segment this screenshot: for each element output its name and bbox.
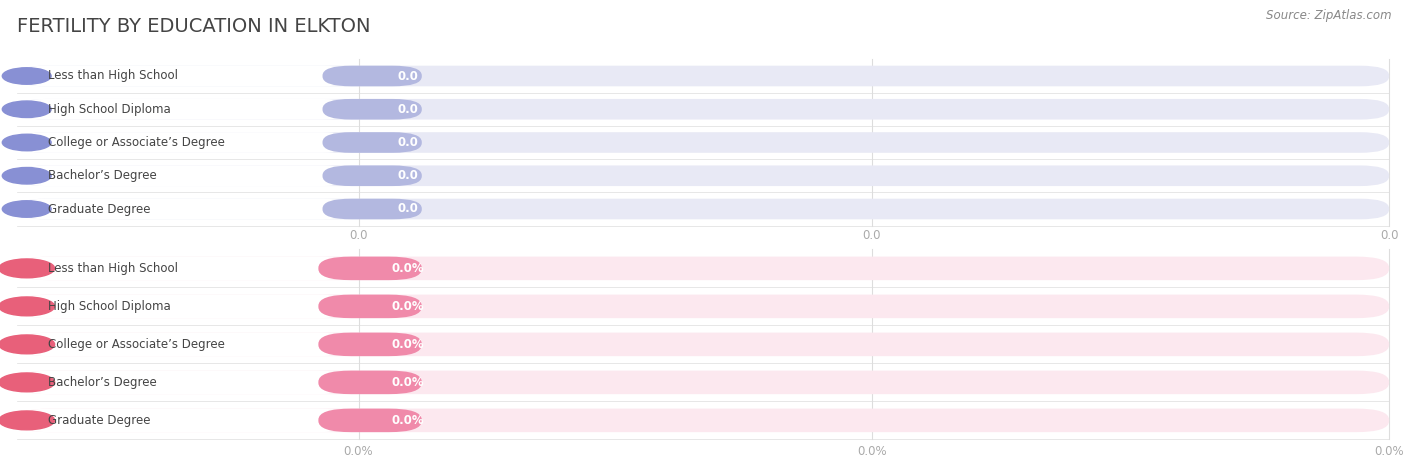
FancyBboxPatch shape — [17, 66, 352, 86]
Text: 0.0%: 0.0% — [856, 445, 887, 458]
Text: 0.0: 0.0 — [398, 69, 418, 83]
FancyBboxPatch shape — [17, 408, 1389, 432]
Text: FERTILITY BY EDUCATION IN ELKTON: FERTILITY BY EDUCATION IN ELKTON — [17, 17, 370, 36]
FancyBboxPatch shape — [322, 66, 422, 86]
Text: 0.0: 0.0 — [398, 103, 418, 116]
FancyBboxPatch shape — [318, 294, 422, 318]
Circle shape — [0, 411, 55, 430]
Text: Source: ZipAtlas.com: Source: ZipAtlas.com — [1267, 10, 1392, 22]
FancyBboxPatch shape — [318, 370, 422, 394]
FancyBboxPatch shape — [17, 370, 1389, 394]
FancyBboxPatch shape — [17, 165, 352, 186]
FancyBboxPatch shape — [318, 408, 422, 432]
Text: 0.0%: 0.0% — [1374, 445, 1405, 458]
Circle shape — [3, 201, 51, 217]
Text: Less than High School: Less than High School — [48, 262, 177, 275]
Text: 0.0: 0.0 — [862, 228, 882, 242]
Circle shape — [0, 335, 55, 354]
FancyBboxPatch shape — [322, 199, 422, 219]
Text: 0.0: 0.0 — [1379, 228, 1399, 242]
Circle shape — [3, 101, 51, 117]
FancyBboxPatch shape — [322, 165, 422, 186]
FancyBboxPatch shape — [17, 66, 1389, 86]
Text: 0.0%: 0.0% — [391, 262, 425, 275]
Text: 0.0: 0.0 — [349, 228, 368, 242]
FancyBboxPatch shape — [17, 370, 352, 394]
Text: High School Diploma: High School Diploma — [48, 300, 170, 313]
Text: College or Associate’s Degree: College or Associate’s Degree — [48, 136, 225, 149]
FancyBboxPatch shape — [318, 332, 422, 356]
FancyBboxPatch shape — [17, 294, 352, 318]
Text: 0.0%: 0.0% — [343, 445, 374, 458]
Text: Bachelor’s Degree: Bachelor’s Degree — [48, 376, 156, 389]
FancyBboxPatch shape — [17, 256, 1389, 280]
Circle shape — [0, 259, 55, 278]
Text: 0.0%: 0.0% — [391, 376, 425, 389]
Circle shape — [0, 373, 55, 392]
FancyBboxPatch shape — [17, 294, 1389, 318]
Text: Bachelor’s Degree: Bachelor’s Degree — [48, 169, 156, 182]
Text: 0.0: 0.0 — [398, 169, 418, 182]
Text: 0.0%: 0.0% — [391, 338, 425, 351]
Text: High School Diploma: High School Diploma — [48, 103, 170, 116]
FancyBboxPatch shape — [17, 199, 1389, 219]
FancyBboxPatch shape — [318, 256, 422, 280]
Circle shape — [3, 68, 51, 84]
FancyBboxPatch shape — [17, 99, 352, 120]
Text: 0.0%: 0.0% — [391, 414, 425, 427]
Circle shape — [3, 134, 51, 151]
FancyBboxPatch shape — [17, 199, 352, 219]
FancyBboxPatch shape — [17, 99, 1389, 120]
FancyBboxPatch shape — [17, 132, 352, 153]
Text: 0.0%: 0.0% — [391, 300, 425, 313]
Text: 0.0: 0.0 — [398, 202, 418, 216]
FancyBboxPatch shape — [17, 165, 1389, 186]
FancyBboxPatch shape — [17, 256, 352, 280]
Text: Graduate Degree: Graduate Degree — [48, 202, 150, 216]
Text: Graduate Degree: Graduate Degree — [48, 414, 150, 427]
FancyBboxPatch shape — [17, 332, 352, 356]
FancyBboxPatch shape — [17, 332, 1389, 356]
Text: 0.0: 0.0 — [398, 136, 418, 149]
Circle shape — [3, 168, 51, 184]
Text: College or Associate’s Degree: College or Associate’s Degree — [48, 338, 225, 351]
Circle shape — [0, 297, 55, 316]
FancyBboxPatch shape — [322, 132, 422, 153]
FancyBboxPatch shape — [322, 99, 422, 120]
FancyBboxPatch shape — [17, 132, 1389, 153]
FancyBboxPatch shape — [17, 408, 352, 432]
Text: Less than High School: Less than High School — [48, 69, 177, 83]
